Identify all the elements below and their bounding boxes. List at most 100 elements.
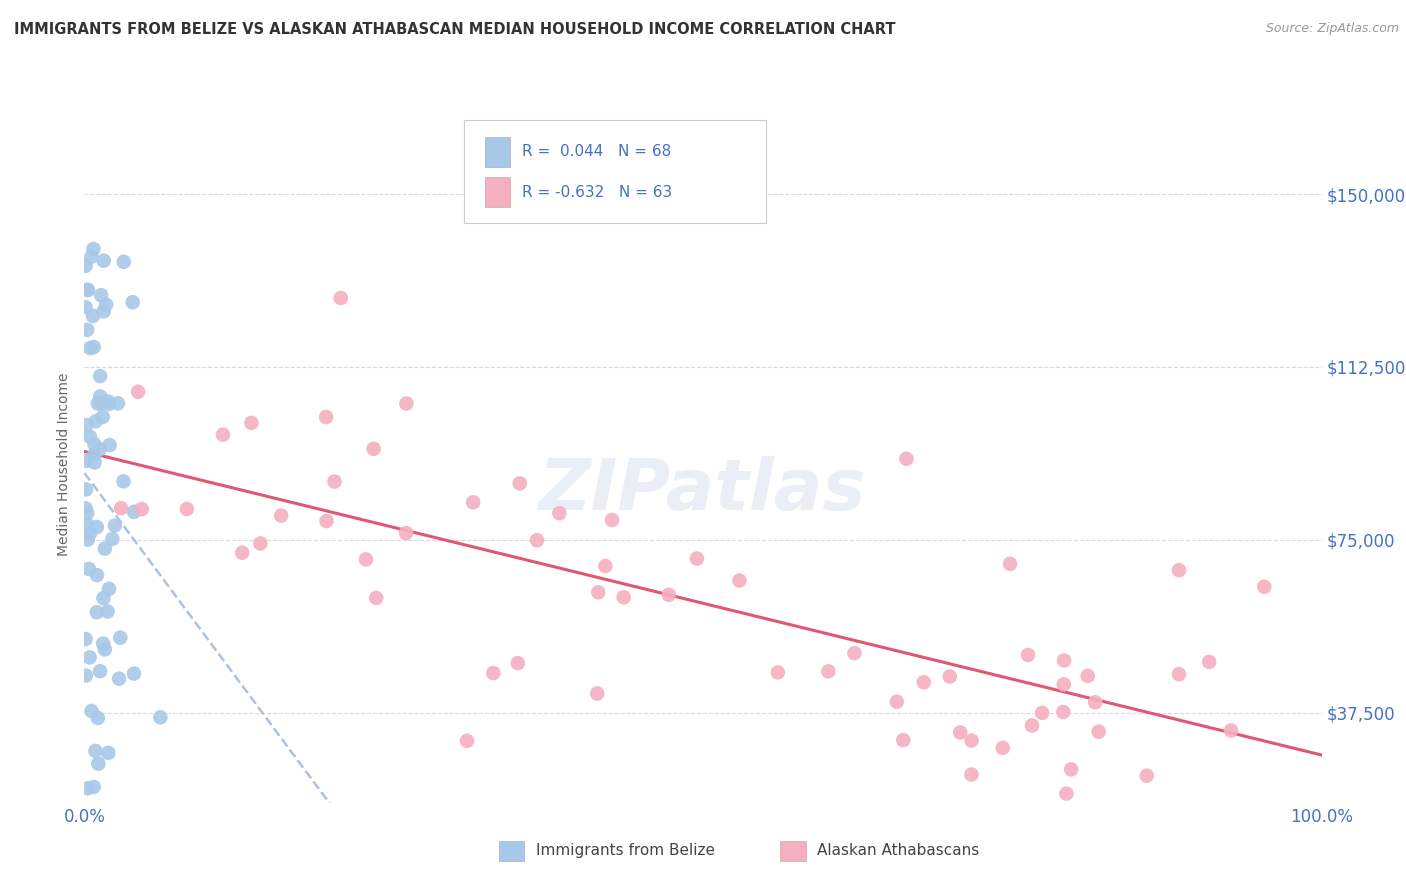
Point <box>354 552 377 566</box>
Point <box>891 733 914 747</box>
Point <box>98 582 121 596</box>
Point <box>949 725 972 739</box>
Point <box>395 526 418 541</box>
Point <box>97 394 120 409</box>
Point <box>526 533 548 548</box>
Point <box>991 740 1014 755</box>
Point <box>122 666 145 681</box>
Point <box>600 513 623 527</box>
Point <box>1087 724 1109 739</box>
Point <box>110 501 132 516</box>
Point <box>75 668 97 682</box>
Point <box>87 756 110 771</box>
Point <box>94 298 117 312</box>
Point <box>77 283 100 297</box>
Point <box>101 532 124 546</box>
Point <box>1060 763 1083 777</box>
Point <box>79 650 101 665</box>
Point <box>94 541 117 556</box>
Text: ZIPatlas: ZIPatlas <box>540 457 866 525</box>
Point <box>270 508 292 523</box>
Point <box>82 242 104 256</box>
Point <box>1053 653 1076 667</box>
Text: R =  0.044   N = 68: R = 0.044 N = 68 <box>522 144 671 159</box>
Point <box>104 518 127 533</box>
Point <box>83 340 105 354</box>
Point <box>75 632 97 646</box>
Point <box>1253 580 1275 594</box>
Point <box>75 501 97 516</box>
Point <box>329 291 352 305</box>
Point <box>93 253 115 268</box>
Point <box>766 665 789 680</box>
Point <box>75 483 97 497</box>
Point <box>960 733 983 747</box>
Point <box>1077 669 1099 683</box>
Point <box>84 414 107 428</box>
Point <box>960 767 983 781</box>
Point <box>93 304 115 318</box>
Point <box>75 259 97 273</box>
Point <box>127 384 149 399</box>
Point <box>76 454 98 468</box>
Text: IMMIGRANTS FROM BELIZE VS ALASKAN ATHABASCAN MEDIAN HOUSEHOLD INCOME CORRELATION: IMMIGRANTS FROM BELIZE VS ALASKAN ATHABA… <box>14 22 896 37</box>
Point <box>886 695 908 709</box>
Point <box>79 430 101 444</box>
Point <box>586 585 609 599</box>
Point <box>896 451 918 466</box>
Point <box>122 505 145 519</box>
Point <box>86 520 108 534</box>
Point <box>1136 769 1159 783</box>
Point <box>79 341 101 355</box>
Point <box>131 502 153 516</box>
Point <box>363 442 385 456</box>
Point <box>231 546 253 560</box>
Point <box>509 476 531 491</box>
Point <box>83 455 105 469</box>
Point <box>90 396 112 410</box>
Point <box>613 591 636 605</box>
Point <box>112 255 135 269</box>
Point <box>1054 787 1077 801</box>
Point <box>149 710 172 724</box>
Point <box>86 605 108 619</box>
Point <box>844 646 866 660</box>
Point <box>595 559 617 574</box>
Point <box>90 288 112 302</box>
Point <box>86 568 108 582</box>
Point <box>817 665 839 679</box>
Point <box>112 475 135 489</box>
Point <box>107 396 129 410</box>
Text: Immigrants from Belize: Immigrants from Belize <box>536 844 714 858</box>
Point <box>176 502 198 516</box>
Point <box>1198 655 1220 669</box>
Point <box>77 562 100 576</box>
Point <box>83 448 105 462</box>
Point <box>366 591 388 605</box>
Point <box>89 369 111 384</box>
Point <box>76 323 98 337</box>
Point <box>1168 563 1191 577</box>
Point <box>456 733 478 747</box>
Point <box>108 672 131 686</box>
Point <box>506 656 529 670</box>
Point <box>87 711 110 725</box>
Point <box>75 300 97 314</box>
Point <box>482 666 505 681</box>
Point <box>76 517 98 532</box>
Point <box>658 588 681 602</box>
Point <box>315 410 337 425</box>
Y-axis label: Median Household Income: Median Household Income <box>58 372 72 556</box>
Point <box>212 427 235 442</box>
Point <box>463 495 485 509</box>
Point <box>586 686 609 700</box>
Point <box>83 780 105 794</box>
Point <box>1053 677 1076 691</box>
Point <box>79 526 101 541</box>
Point <box>1017 648 1039 662</box>
Text: Source: ZipAtlas.com: Source: ZipAtlas.com <box>1265 22 1399 36</box>
Point <box>89 389 111 403</box>
Point <box>686 551 709 566</box>
Point <box>1021 718 1043 732</box>
Point <box>98 438 121 452</box>
